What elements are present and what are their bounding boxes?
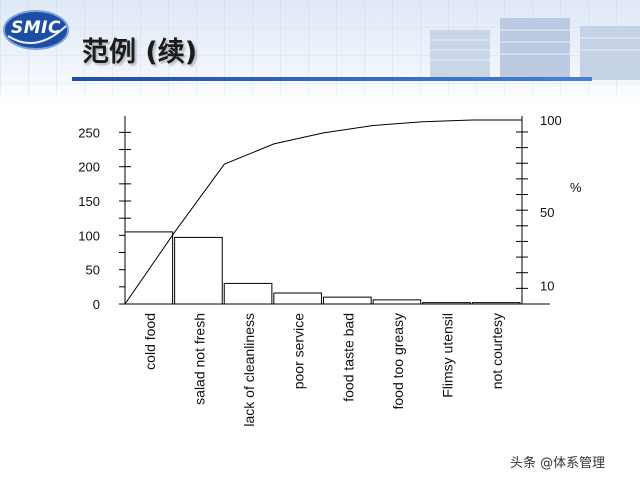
left-tick-label: 0	[93, 297, 100, 312]
category-label: food too greasy	[390, 313, 406, 410]
bar	[174, 236, 223, 305]
category-label: lack of cleanliness	[241, 313, 257, 427]
title-underline	[72, 77, 592, 81]
slide-title: 范例 (续)	[82, 37, 198, 68]
bar	[223, 282, 273, 305]
bar	[372, 299, 422, 305]
category-label: salad not fresh	[191, 313, 207, 405]
logo-ellipse	[3, 10, 69, 50]
category-label: poor service	[291, 313, 307, 389]
right-axis-unit-label: %	[570, 180, 582, 195]
right-tick-label: 100	[540, 113, 562, 128]
right-tick-label: 10	[540, 279, 554, 294]
bar	[422, 302, 471, 305]
cumulative-line	[124, 119, 522, 305]
category-label: food taste bad	[340, 313, 356, 402]
left-tick-label: 100	[78, 228, 100, 243]
bar	[273, 292, 322, 305]
logo-text: SMIC	[11, 18, 61, 38]
left-tick-label: 250	[78, 125, 100, 140]
left-tick-label: 150	[78, 194, 100, 209]
left-tick-label: 50	[86, 263, 100, 278]
smic-logo: SMIC	[2, 6, 70, 54]
buildings-graphic	[430, 18, 640, 80]
category-label: cold food	[142, 313, 158, 370]
right-tick-label: 50	[540, 205, 554, 220]
watermark: 头条 @体系管理	[510, 456, 606, 471]
bar	[471, 302, 521, 305]
category-label: Flimsy utensil	[440, 313, 456, 398]
left-tick-label: 200	[78, 160, 100, 175]
header-banner: SMIC 范例 (续)	[0, 0, 640, 110]
bar	[323, 296, 372, 305]
category-label: not courtesy	[489, 313, 505, 389]
